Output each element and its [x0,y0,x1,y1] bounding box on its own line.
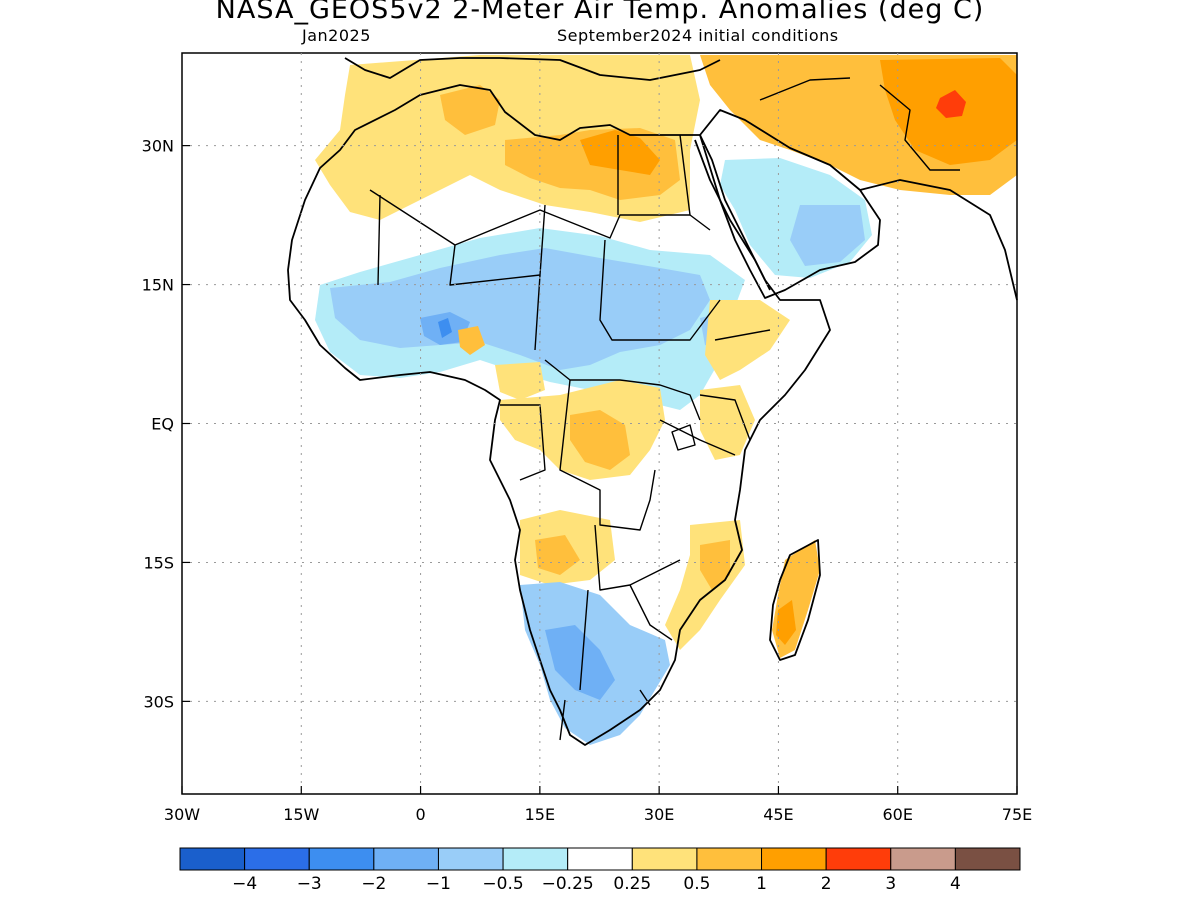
madagascar-coastline [769,539,821,661]
gridlines [182,53,1017,794]
x-tick-label: 15W [283,805,319,824]
colorbar-swatch [954,847,1021,871]
anomaly-region-cameroon-warm [495,362,545,400]
border-4 [617,134,711,231]
africa-coastline [287,84,831,746]
colorbar-swatch [437,847,504,871]
anomaly-region-maghreb-warm [440,85,500,135]
colorbar: −4 −3 −2 −1 −0.5 −0.25 0.25 0.5 1 2 3 4 [179,847,1021,894]
anomaly-region-iran-hot [936,90,966,118]
border-2 [377,194,546,286]
x-tick-label: 45E [763,805,793,824]
y-tick-label: 30N [142,137,174,156]
x-tick-label: 0 [415,805,425,824]
anomaly-region-sahel-cool4 [438,318,452,338]
colorbar-label: 0.25 [613,874,651,894]
chart-title: NASA_GEOS5v2 2-Meter Air Temp. Anomalies… [215,0,985,25]
x-tick-label: 15E [525,805,555,824]
colorbar-label: 1 [756,874,767,894]
colorbar-label: −0.5 [482,874,523,894]
forecast-month: Jan2025 [302,26,371,45]
border-3 [534,239,721,351]
colorbar-swatch [825,847,892,871]
colorbar-label: −4 [232,874,257,894]
colorbar-swatch [696,847,763,871]
border-8 [659,329,771,456]
anomaly-region-libya-strong [580,130,660,175]
colorbar-swatch [179,847,246,871]
colorbar-swatch [308,847,375,871]
colorbar-swatch [761,847,827,871]
border-5 [544,359,701,421]
asia-coast [859,179,1018,301]
border-6 [500,379,656,531]
anomaly-region-congo-warm2 [570,410,630,470]
colorbar-swatch [502,847,569,871]
anomaly-region-mozambique-warm2 [700,540,730,590]
anomaly-region-angola-warm2 [535,535,580,575]
colorbar-swatch [373,847,439,871]
europe-coast [344,57,721,81]
colorbar-label: 2 [821,874,832,894]
x-tick-label: 30E [644,805,674,824]
anomaly-region-madagascar-warm2 [776,600,796,645]
colorbar-swatch [567,847,633,871]
red-sea-coast [694,139,771,291]
colorbar-swatch [631,847,698,871]
colorbar-label: 0.5 [683,874,710,894]
colorbar-label: 3 [885,874,896,894]
anomaly-region-kenya-warm [700,385,755,460]
colorbar-swatch [244,847,310,871]
arabia-coastline [699,109,881,299]
x-tick-label: 30W [164,805,200,824]
colorbar-label: −0.25 [542,874,594,894]
x-axis-ticks: 30W 15W 0 15E 30E 45E 60E 75E [164,786,1032,824]
y-tick-label: 15N [142,276,174,295]
anomaly-region-horn-warm [705,300,790,380]
x-tick-label: 75E [1002,805,1032,824]
y-tick-label: 15S [143,553,174,572]
initial-conditions: September2024 initial conditions [557,26,839,45]
colorbar-label: −3 [297,874,322,894]
y-tick-label: 30S [143,692,174,711]
lake-victoria [671,424,696,451]
border-7 [579,524,681,691]
colorbar-label: 4 [950,874,961,894]
colorbar-swatch [890,847,956,871]
border-1 [369,189,690,246]
anomaly-region-mozambique-warm [665,520,745,650]
anomaly-region-arabia-cool2 [790,205,865,266]
coastlines [287,57,1018,746]
colorbar-label: −1 [426,874,451,894]
anomaly-region-nigeria-warm [458,326,485,355]
colorbar-label: −2 [361,874,386,894]
border-9 [559,689,651,741]
x-tick-label: 60E [882,805,912,824]
anomaly-region-south-africa-cool2 [545,625,615,700]
border-10 [759,77,960,171]
map-fill-layer [315,55,1017,745]
y-tick-label: EQ [151,415,174,434]
y-axis-ticks: 30N 15N EQ 15S 30S [142,137,190,711]
